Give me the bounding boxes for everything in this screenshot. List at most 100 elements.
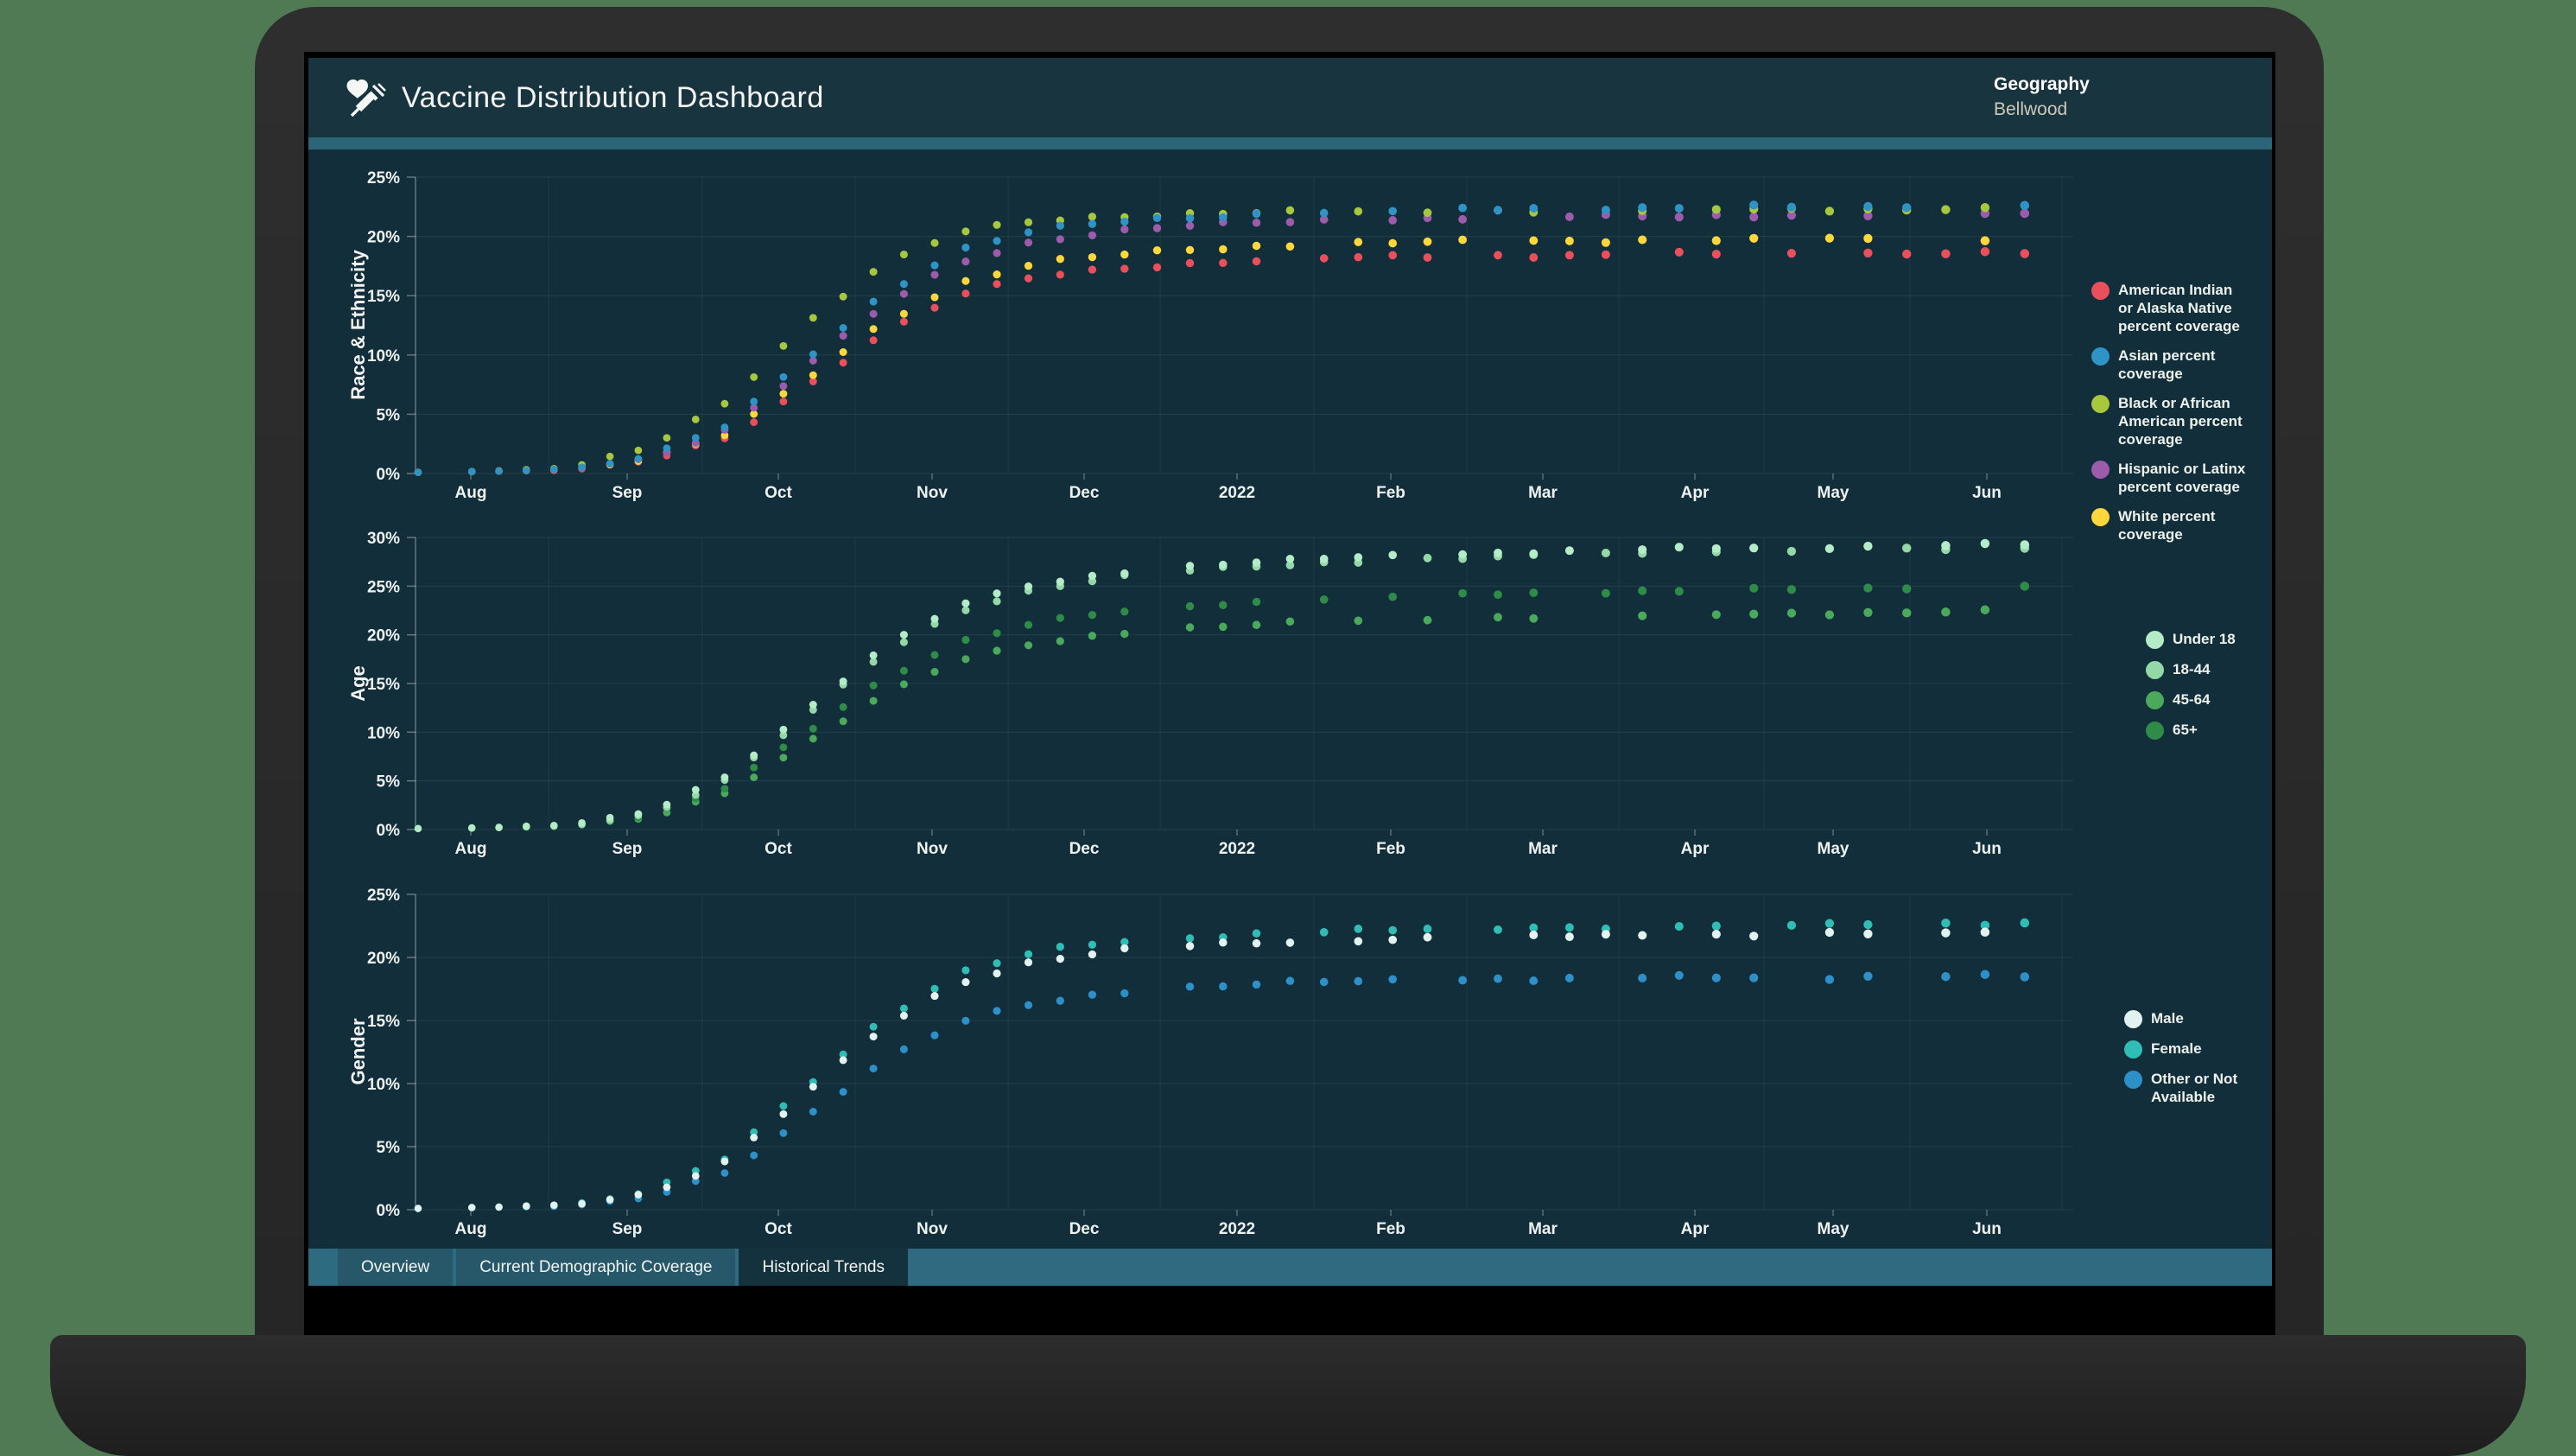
legend-item[interactable]: 65+	[2146, 721, 2304, 740]
legend-label: Male	[2151, 1010, 2184, 1027]
legend-swatch-icon	[2146, 661, 2164, 679]
y-tick-label: 0%	[377, 822, 401, 840]
legend-swatch-icon	[2124, 1071, 2142, 1089]
x-tick-label: Apr	[1681, 484, 1710, 502]
header-bar: Vaccine Distribution Dashboard Geography…	[308, 58, 2272, 137]
x-tick-label: Nov	[917, 484, 948, 502]
chart-gender[interactable]: 0% 5% 10% 15% 20% 25% Aug Sep Oct Nov Dec 2022 Feb Ma…	[308, 149, 2272, 1249]
x-tick-label: Dec	[1069, 484, 1100, 502]
legend-item[interactable]: Black or African American percent covera…	[2091, 394, 2249, 448]
legend-item[interactable]: Other or Not Available	[2124, 1070, 2282, 1106]
y-tick-label: 10%	[367, 724, 400, 742]
x-tick-label: Oct	[765, 484, 792, 502]
x-tick-label: May	[1818, 484, 1850, 502]
legend-item[interactable]: Male	[2124, 1009, 2282, 1028]
header-accent-strip	[308, 137, 2272, 149]
x-tick-label: Aug	[455, 484, 487, 502]
x-tick-label: Mar	[1528, 1220, 1558, 1238]
x-tick-label: Sep	[612, 484, 643, 502]
chart-age[interactable]: 0% 5% 10% 15% 20% 25% 30% Aug Sep Oct Nov Dec 2022 Fe…	[308, 149, 2272, 1249]
geography-value: Bellwood	[1994, 99, 2068, 119]
legend-label: 65+	[2173, 722, 2198, 738]
x-tick-label: Dec	[1069, 1220, 1100, 1238]
series-female	[414, 918, 2030, 1212]
x-tick-label: 2022	[1219, 840, 1255, 858]
legend-swatch-icon	[2091, 508, 2110, 526]
legend-swatch-icon	[2124, 1040, 2142, 1059]
y-tick-label: 25%	[367, 169, 400, 188]
y-tick-label: 0%	[377, 1202, 401, 1220]
x-tick-label: Sep	[612, 840, 643, 858]
x-tick-label: Mar	[1528, 840, 1558, 858]
legend-label: American Indian or Alaska Native percent…	[2118, 282, 2240, 334]
legend-item[interactable]: Under 18	[2146, 630, 2304, 649]
legend-swatch-icon	[2146, 722, 2164, 740]
legend-item[interactable]: Female	[2124, 1040, 2282, 1059]
series-under-18	[414, 538, 2030, 833]
legend-swatch-icon	[2091, 347, 2110, 366]
x-tick-label: Oct	[765, 1220, 792, 1238]
tab-historical-trends[interactable]: Historical Trends	[739, 1249, 908, 1286]
y-tick-label: 30%	[367, 530, 400, 548]
x-tick-label: Nov	[917, 1220, 948, 1238]
legend-label: 18-44	[2173, 661, 2211, 677]
legend-label: Asian percent coverage	[2118, 347, 2216, 382]
x-tick-label: Aug	[455, 840, 487, 858]
legend-swatch-icon	[2091, 461, 2110, 479]
y-tick-label: 5%	[377, 406, 401, 424]
y-tick-label: 20%	[367, 627, 400, 645]
laptop-base	[50, 1335, 2526, 1456]
x-tick-label: Feb	[1376, 1220, 1405, 1238]
chart-race-ethnicity[interactable]: 0% 5% 10% 15% 20% 25% Aug Sep Oct Nov Dec 2022 Feb Ma…	[308, 149, 2272, 1249]
legend-label: Hispanic or Latinx percent coverage	[2118, 461, 2246, 495]
legend-swatch-icon	[2124, 1010, 2142, 1028]
tab-overview[interactable]: Overview	[338, 1249, 454, 1286]
series-other-or-not-available	[414, 970, 2030, 1212]
y-tick-label: 15%	[367, 676, 400, 694]
dashboard: Vaccine Distribution Dashboard Geography…	[308, 58, 2272, 1286]
x-tick-label: Feb	[1376, 840, 1405, 858]
series-asian-percent-coverage	[414, 200, 2030, 476]
y-tick-label: 5%	[377, 773, 401, 792]
legend-item[interactable]: Asian percent coverage	[2091, 347, 2249, 383]
x-tick-label: Apr	[1681, 1220, 1710, 1238]
x-tick-label: Nov	[917, 840, 948, 858]
legend-item[interactable]: 18-44	[2146, 660, 2304, 679]
x-tick-label: May	[1818, 840, 1850, 858]
legend-item[interactable]: 45-64	[2146, 690, 2304, 709]
legend-label: Other or Not Available	[2151, 1071, 2238, 1105]
legend-age: Under 18 18-44 45-64 65+	[2146, 630, 2304, 740]
legend-label: Black or African American percent covera…	[2118, 395, 2243, 448]
y-tick-label: 15%	[367, 1013, 400, 1031]
page-title: Vaccine Distribution Dashboard	[402, 80, 824, 114]
y-tick-label: 10%	[367, 1076, 400, 1094]
y-tick-label: 20%	[367, 229, 400, 247]
legend-item[interactable]: White percent coverage	[2091, 507, 2249, 544]
legend-swatch-icon	[2146, 691, 2164, 709]
x-tick-label: Apr	[1681, 840, 1710, 858]
legend-label: 45-64	[2173, 691, 2211, 708]
geography-control[interactable]: Geography Bellwood	[1994, 72, 2244, 122]
geography-label: Geography	[1994, 74, 2090, 94]
y-tick-label: 10%	[367, 347, 400, 366]
page: { "frame": { "backdrop_color": "#4f7a54"…	[50, 7, 2526, 1456]
x-tick-label: Dec	[1069, 840, 1100, 858]
legend-label: Female	[2151, 1040, 2202, 1057]
legend-item[interactable]: American Indian or Alaska Native percent…	[2091, 281, 2249, 335]
legend-label: White percent coverage	[2118, 508, 2216, 543]
legend-swatch-icon	[2146, 631, 2164, 649]
x-tick-label: Jun	[1972, 1220, 2002, 1238]
x-tick-label: Mar	[1528, 484, 1558, 502]
legend-race-ethnicity: American Indian or Alaska Native percent…	[2091, 281, 2249, 544]
x-tick-label: Feb	[1376, 484, 1405, 502]
y-tick-label: 25%	[367, 887, 400, 905]
charts-area: 0% 5% 10% 15% 20% 25% Aug Sep Oct Nov Dec 2022 Feb Ma…	[308, 149, 2272, 1249]
x-tick-label: Jun	[1972, 840, 2002, 858]
legend-swatch-icon	[2091, 395, 2110, 413]
legend-item[interactable]: Hispanic or Latinx percent coverage	[2091, 460, 2249, 496]
y-tick-label: 20%	[367, 950, 400, 968]
y-tick-label: 15%	[367, 288, 400, 306]
x-tick-label: Jun	[1972, 484, 2002, 502]
legend-label: Under 18	[2173, 631, 2236, 647]
tab-current-demographic-coverage[interactable]: Current Demographic Coverage	[456, 1249, 736, 1286]
